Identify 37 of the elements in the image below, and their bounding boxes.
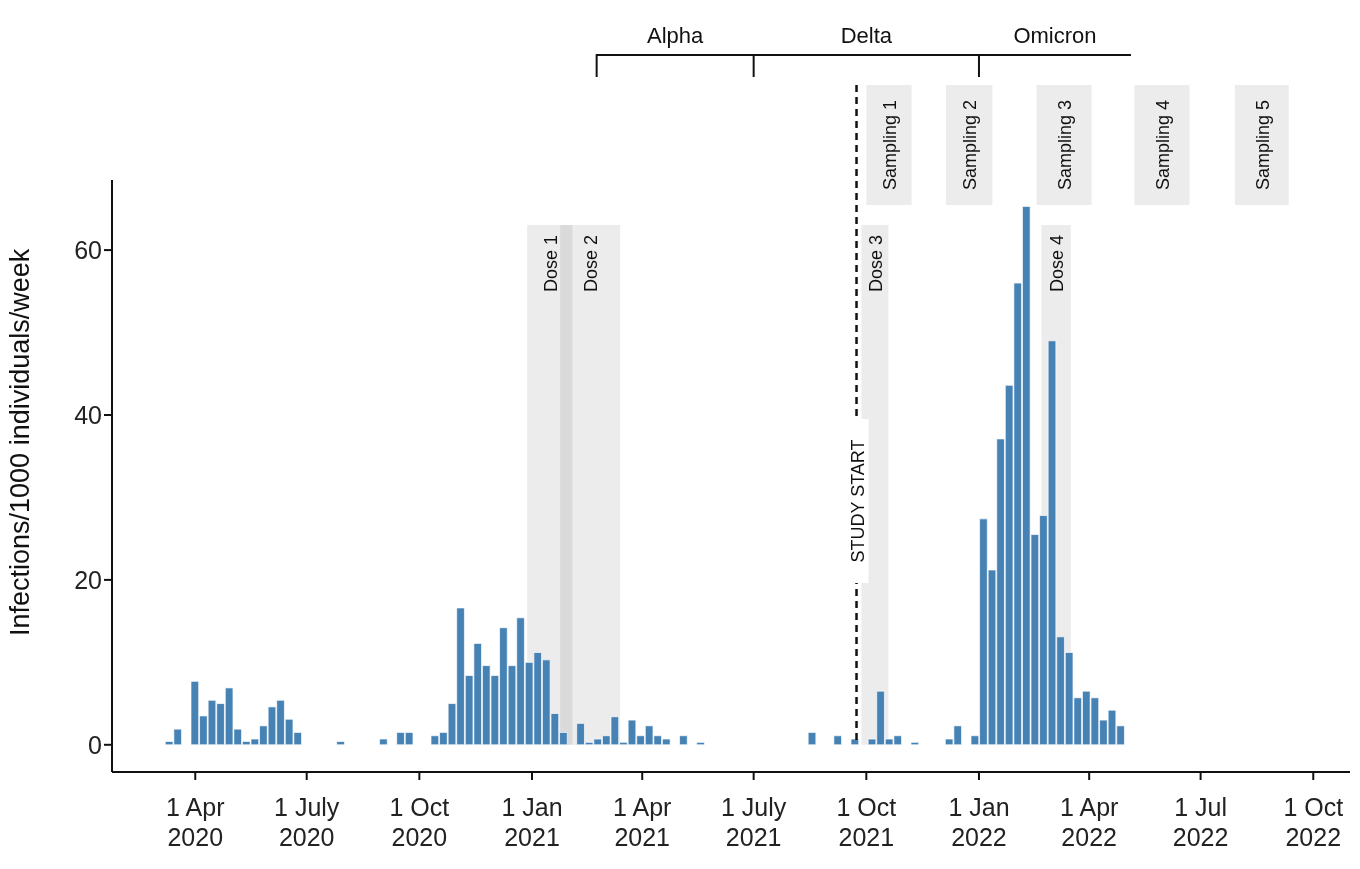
- band-label: Sampling 4: [1153, 99, 1174, 191]
- band-label: Sampling 3: [1055, 99, 1076, 191]
- bar: [696, 741, 705, 746]
- text: Delta: [840, 23, 893, 48]
- x-tick-label: 1 Jan 2022: [948, 793, 1010, 851]
- x-tick-label: 1 Oct 2020: [389, 793, 450, 851]
- x-tick-label: 1 Jul 2022: [1172, 793, 1229, 851]
- y-tick-label: 0: [88, 730, 102, 759]
- ref-line-label: STUDY START: [847, 439, 868, 563]
- band-label: Sampling 2: [960, 99, 981, 191]
- bar: [807, 732, 817, 746]
- bar: [833, 735, 842, 746]
- y-tick-label: 60: [74, 235, 102, 264]
- x-tick-label: 1 Apr 2021: [613, 793, 672, 851]
- bar: [379, 738, 388, 746]
- x-tick-label: 1 Apr 2020: [166, 793, 225, 851]
- bar: [336, 741, 345, 746]
- bar: [850, 738, 860, 746]
- bar: [910, 741, 920, 746]
- band-label: Dose 2: [581, 235, 602, 293]
- y-tick-label: 20: [74, 565, 102, 594]
- band-label: Dose 3: [865, 235, 886, 293]
- x-tick-label: 1 Oct 2022: [1283, 793, 1344, 851]
- x-tick-label: 1 July 2020: [274, 793, 340, 851]
- x-tick-label: 1 July 2021: [721, 793, 787, 851]
- text: Omicron: [1013, 23, 1097, 48]
- bar: [679, 735, 688, 746]
- y-axis-title: Infections/1000 individuals/week: [4, 248, 35, 636]
- band-label: Dose 4: [1047, 235, 1068, 293]
- x-tick-label: 1 Oct 2021: [836, 793, 897, 851]
- band-label: Dose 1: [540, 235, 561, 293]
- x-tick-label: 1 Jan 2021: [501, 793, 563, 851]
- x-tick-label: 1 Apr 2022: [1059, 793, 1119, 851]
- text: Alpha: [647, 23, 705, 48]
- y-tick-label: 40: [74, 400, 102, 429]
- band-label: Sampling 5: [1252, 99, 1273, 191]
- band-label: Sampling 1: [879, 99, 900, 191]
